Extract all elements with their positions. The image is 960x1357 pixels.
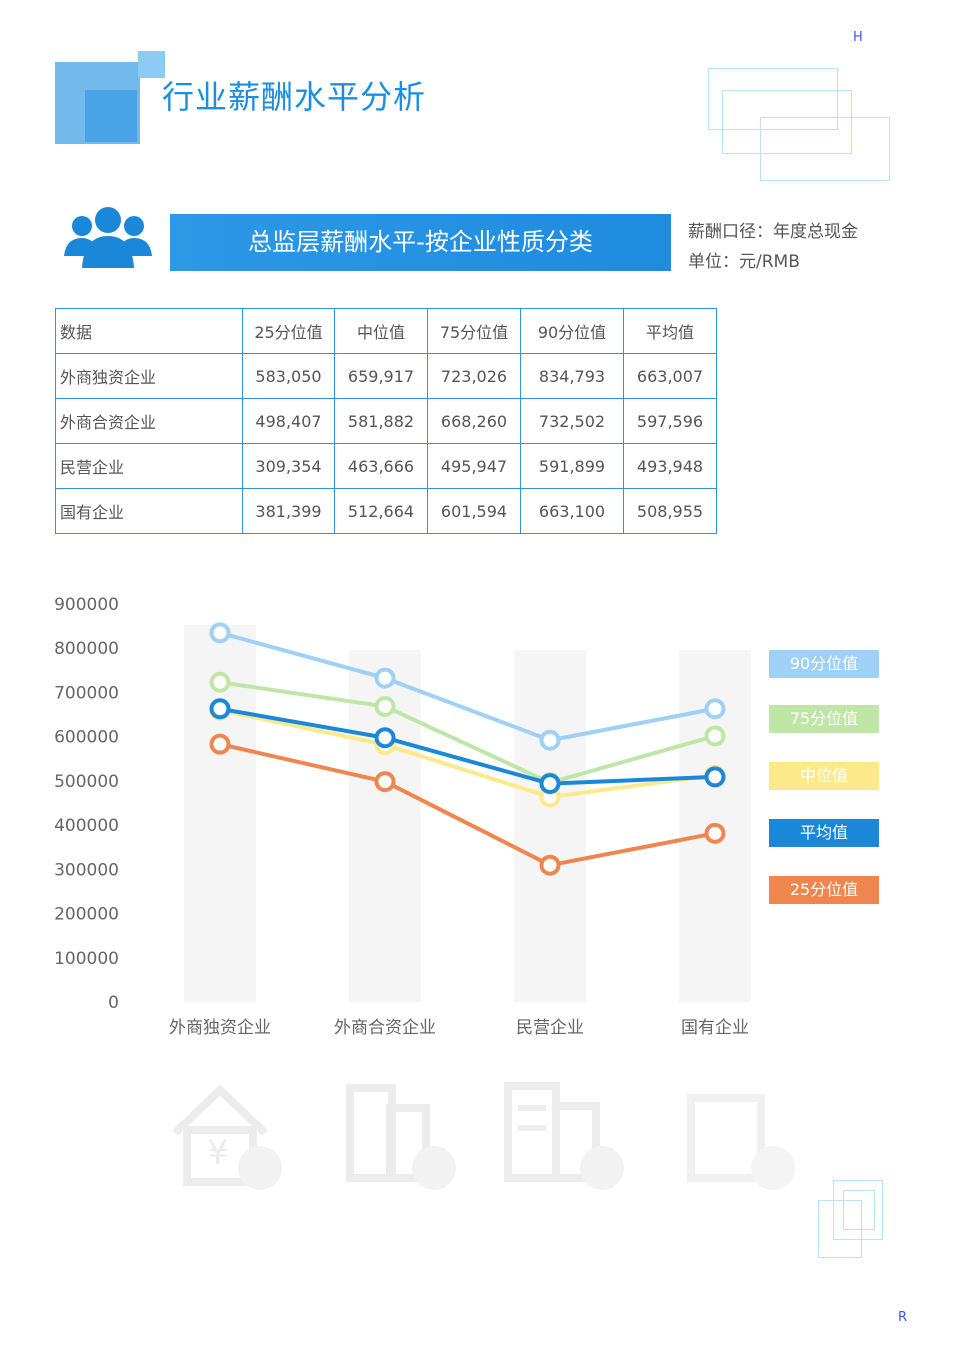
x-tick-label: 外商独资企业 [169,1018,271,1038]
table-cell: 495,947 [427,443,521,489]
table-cell: 597,596 [623,398,717,444]
logo-square-overlay [85,90,137,142]
y-tick-label: 100000 [54,949,119,969]
data-point [374,667,396,689]
data-point [374,727,396,749]
table-cell: 732,502 [520,398,624,444]
data-point [374,771,396,793]
series-line-4 [219,742,716,868]
table-row: 国有企业 381,399 512,664 601,594 663,100 508… [55,488,717,534]
data-point [539,729,561,751]
series-line-0 [219,630,716,743]
table-cell: 381,399 [242,488,335,534]
table-row: 外商独资企业 583,050 659,917 723,026 834,793 6… [55,353,717,399]
legend-item: 90分位值 [769,650,879,678]
table-header-cell: 数据 [55,308,243,354]
section-banner [170,214,671,271]
table-header-cell: 平均值 [623,308,717,354]
decor-rect [708,68,838,130]
x-tick-label: 外商合资企业 [334,1018,436,1038]
table-cell: 583,050 [242,353,335,399]
table-header-cell: 90分位值 [520,308,624,354]
decor-rect [722,90,852,154]
table-cell: 493,948 [623,443,717,489]
y-tick-label: 200000 [54,905,119,925]
x-tick-label: 民营企业 [516,1018,584,1038]
table-cell: 663,100 [520,488,624,534]
table-cell: 508,955 [623,488,717,534]
data-point [704,725,726,747]
data-point [704,766,726,788]
table-cell-category: 外商合资企业 [55,398,243,444]
table-header-cell: 中位值 [334,308,428,354]
table-cell: 512,664 [334,488,428,534]
house-yen-icon: ¥ [172,1084,282,1190]
table-row: 外商合资企业 498,407 581,882 668,260 732,502 5… [55,398,717,444]
people-group-icon [64,207,152,268]
table-header-cell: 25分位值 [242,308,335,354]
data-point [539,854,561,876]
table-cell: 663,007 [623,353,717,399]
logo-square-small [138,51,165,78]
state-building-icon [687,1094,795,1190]
table-cell: 591,899 [520,443,624,489]
data-point [374,695,396,717]
table-row: 民营企业 309,354 463,666 495,947 591,899 493… [55,443,717,489]
y-tick-label: 300000 [54,860,119,880]
decor-rect [760,117,890,181]
decor-rect [833,1180,883,1240]
legend-item: 75分位值 [769,705,879,733]
data-point [209,733,231,755]
background-column [514,650,586,1002]
table-header-row: 数据 25分位值 中位值 75分位值 90分位值 平均值 [55,308,717,354]
decor-rect [843,1190,875,1230]
section-title: 总监层薪酬水平-按企业性质分类 [248,228,593,256]
table-cell: 601,594 [427,488,521,534]
table-cell-category: 外商独资企业 [55,353,243,399]
table-cell: 723,026 [427,353,521,399]
y-tick-label: 600000 [54,728,119,748]
y-tick-label: 500000 [54,772,119,792]
table-cell: 659,917 [334,353,428,399]
legend-item: 中位值 [769,762,879,790]
unit-note: 单位：元/RMB [688,252,800,272]
data-point [539,773,561,795]
series-line-1 [219,680,716,785]
corner-mark-top: H [853,30,863,45]
y-tick-label: 700000 [54,683,119,703]
y-tick-label: 400000 [54,816,119,836]
data-point [704,822,726,844]
y-tick-label: 0 [108,993,119,1013]
y-tick-label: 900000 [54,595,119,615]
x-tick-label: 国有企业 [681,1018,749,1038]
series-line-3 [219,706,716,786]
table-cell: 668,260 [427,398,521,444]
table-cell-category: 国有企业 [55,488,243,534]
series-line-2 [219,708,716,799]
legend-item: 25分位值 [769,876,879,904]
building-coin-icon [346,1084,456,1190]
salary-basis-note: 薪酬口径：年度总现金 [688,222,858,242]
salary-line-chart: 900000 800000 700000 600000 500000 400000 3000… [54,595,751,1038]
y-tick-label: 800000 [54,639,119,659]
office-building-icon [504,1082,624,1190]
table-cell: 498,407 [242,398,335,444]
data-point [209,671,231,693]
legend-item: 平均值 [769,819,879,847]
svg-text:¥: ¥ [207,1133,229,1173]
data-point [209,698,231,720]
table-cell: 463,666 [334,443,428,489]
corner-mark-bottom: R [898,1310,908,1325]
table-cell: 309,354 [242,443,335,489]
table-cell: 581,882 [334,398,428,444]
table-header-cell: 75分位值 [427,308,521,354]
data-point [704,698,726,720]
data-point [209,622,231,644]
table-cell: 834,793 [520,353,624,399]
salary-table: 数据 25分位值 中位值 75分位值 90分位值 平均值 外商独资企业 583,… [55,308,717,534]
table-cell-category: 民营企业 [55,443,243,489]
page-title: 行业薪酬水平分析 [162,78,427,116]
